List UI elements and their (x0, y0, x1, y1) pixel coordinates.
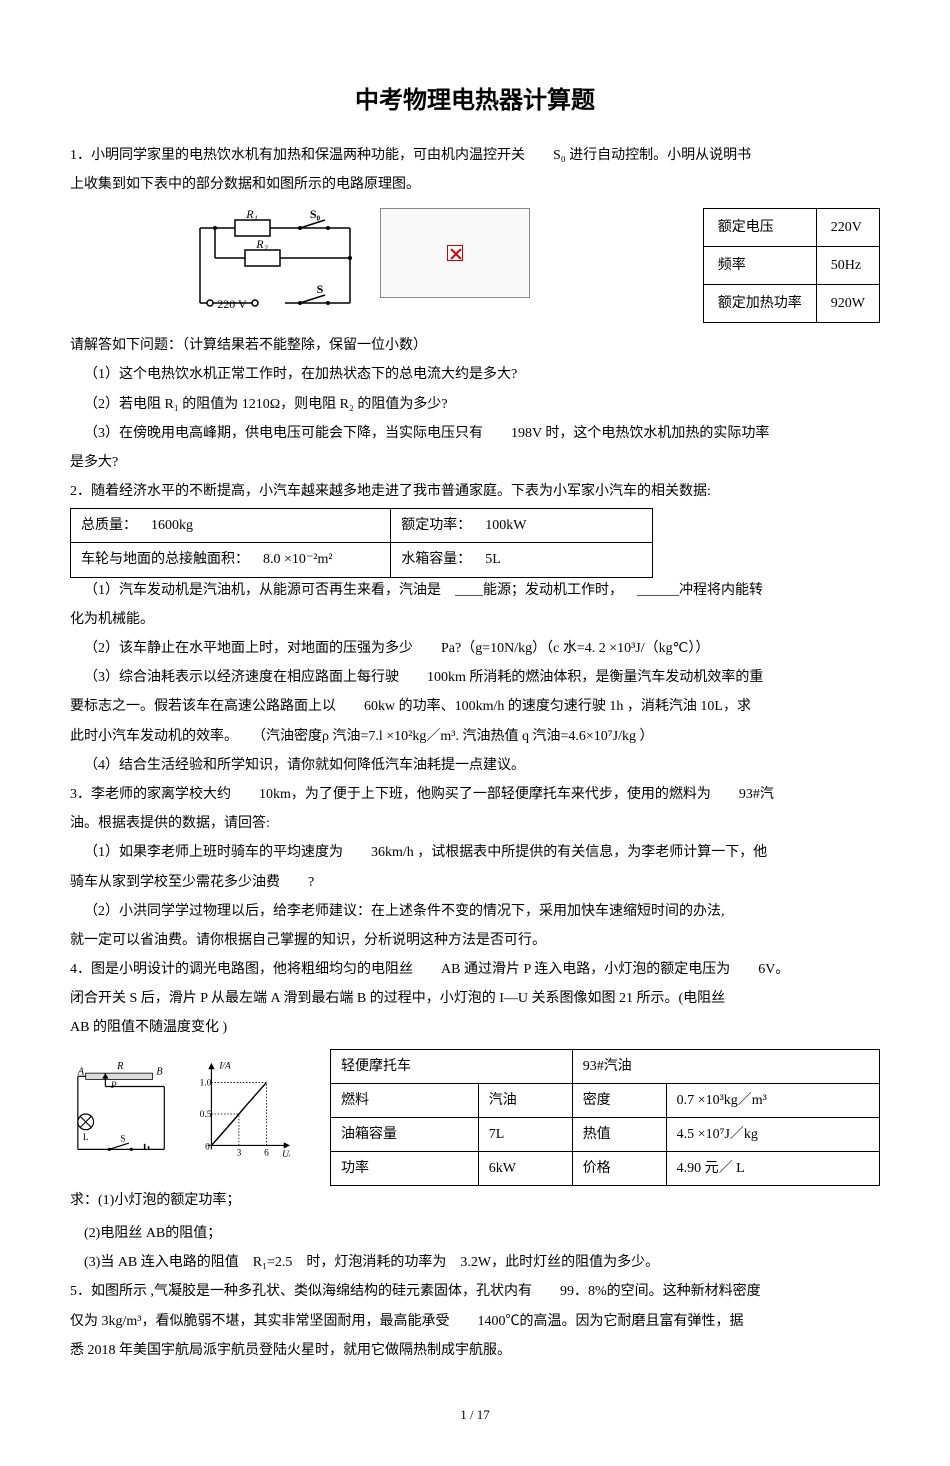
q1-sub3a: （3）在傍晚用电高峰期，供电电压可能会下降，当实际电压只有 198V 时，这个电… (70, 421, 880, 446)
q4-moto-table: 轻便摩托车 93#汽油 燃料汽油 密度0.7 ×10³kg／m³ 油箱容量7L … (330, 1049, 880, 1187)
svg-text:0: 0 (205, 1142, 210, 1152)
q1-sub2: （2）若电阻 R₁ 的阻值为 1210Ω，则电阻 R₂ 的阻值为多少? (70, 392, 880, 417)
q3-sub2b: 就一定可以省油费。请你根据自己掌握的知识，分析说明这种方法是否可行。 (70, 928, 880, 953)
svg-text:0.5: 0.5 (200, 1110, 212, 1120)
q4-sub2: (2)电阻丝 AB的阻值； (70, 1221, 880, 1246)
q5-line2: 仅为 3kg/m³，看似脆弱不堪，其实非常坚固耐用，最高能承受 1400℃的高温… (70, 1309, 880, 1334)
q2-intro: 2．随着经济水平的不断提高，小汽车越来越多地走进了我市普通家庭。下表为小军家小汽… (70, 479, 880, 504)
svg-text:B: B (156, 1066, 163, 1077)
svg-text:I/A: I/A (218, 1061, 231, 1071)
q2-sub3a: （3）综合油耗表示以经济速度在相应路面上每行驶 100km 所消耗的燃油体积，是… (70, 665, 880, 690)
svg-text:R₁: R₁ (245, 208, 258, 221)
q4-line1: 4．图是小明设计的调光电路图，他将粗细均匀的电阻丝 AB 通过滑片 P 连入电路… (70, 957, 880, 982)
svg-text:S: S (120, 1134, 125, 1144)
q2-sub1a: （1）汽车发动机是汽油机，从能源可否再生来看，汽油是 ____能源；发动机工作时… (70, 578, 880, 603)
q4-sub1: 求：(1)小灯泡的额定功率； (70, 1188, 290, 1213)
q2-sub3c: 此时小汽车发动机的效率。 （汽油密度ρ 汽油=7.l ×10²kg／m³. 汽油… (70, 724, 880, 749)
q3-line1b: 油。根据表提供的数据，请回答: (70, 811, 880, 836)
q1-circuit-diagram: R₁ S₀ R₂ 220 V S (180, 208, 530, 318)
svg-text:R: R (116, 1061, 124, 1072)
q3-sub1a: （1）如果李老师上班时骑车的平均速度为 36km/h ，试根据表中所提供的有关信… (70, 840, 880, 865)
page-footer: 1 / 17 (70, 1403, 880, 1426)
q4-circuit-and-graph: A R B P L S (70, 1049, 290, 1213)
svg-text:6: 6 (264, 1148, 269, 1158)
svg-text:S: S (317, 282, 324, 296)
q2-sub1b: 化为机械能。 (70, 607, 880, 632)
svg-text:1.0: 1.0 (200, 1078, 212, 1088)
q2-sub2: （2）该车静止在水平地面上时，对地面的压强为多少 Pa?（g=10N/kg）（c… (70, 636, 880, 661)
q1-intro-2: 上收集到如下表中的部分数据和如图所示的电路原理图。 (70, 172, 880, 197)
svg-text:L: L (83, 1133, 89, 1143)
page-title: 中考物理电热器计算题 (70, 80, 880, 123)
q1-sub1: （1）这个电热饮水机正常工作时，在加热状态下的总电流大约是多大? (70, 362, 880, 387)
broken-image-icon (447, 245, 463, 261)
q1-sub3b: 是多大? (70, 450, 880, 475)
svg-text:U/V: U/V (282, 1150, 290, 1160)
q4-line2: 闭合开关 S 后，滑片 P 从最左端 A 滑到最右端 B 的过程中，小灯泡的 I… (70, 986, 880, 1011)
q3-sub1b: 骑车从家到学校至少需花多少油费 ? (70, 870, 880, 895)
q3-sub2a: （2）小洪同学学过物理以后，给李老师建议：在上述条件不变的情况下，采用加快车速缩… (70, 899, 880, 924)
q1-prompt: 请解答如下问题：（计算结果若不能整除，保留一位小数） (70, 333, 880, 358)
svg-text:R₂: R₂ (255, 237, 268, 251)
svg-text:220 V: 220 V (217, 297, 247, 311)
svg-text:S₀: S₀ (310, 208, 321, 221)
q4-line3: AB 的阻值不随温度变化 ) (70, 1015, 880, 1040)
q2-sub4: （4）结合生活经验和所学知识，请你就如何降低汽车油耗提一点建议。 (70, 753, 880, 778)
q4-sub3: (3)当 AB 连入电路的阻值 R₁=2.5 时，灯泡消耗的功率为 3.2W，此… (70, 1250, 880, 1275)
q5-line1: 5．如图所示 ,气凝胶是一种多孔状、类似海绵结构的硅元素固体，孔状内有 99．8… (70, 1279, 880, 1304)
svg-text:3: 3 (237, 1148, 242, 1158)
q1-image-placeholder (380, 208, 530, 298)
q1-spec-table: 额定电压220V 频率50Hz 额定加热功率920W (703, 208, 880, 324)
q2-table: 总质量： 1600kg额定功率： 100kW 车轮与地面的总接触面积： 8.0 … (70, 508, 653, 577)
q2-sub3b: 要标志之一。假若该车在高速公路路面上以 60kw 的功率、100km/h 的速度… (70, 694, 880, 719)
q1-intro-1: 1．小明同学家里的电热饮水机有加热和保温两种功能，可由机内温控开关 S₀ 进行自… (70, 143, 880, 168)
q5-line3: 悉 2018 年美国宇航局派宇航员登陆火星时，就用它做隔热制成宇航服。 (70, 1338, 880, 1363)
q3-line1a: 3．李老师的家离学校大约 10km，为了便于上下班，他购买了一部轻便摩托车来代步… (70, 782, 880, 807)
